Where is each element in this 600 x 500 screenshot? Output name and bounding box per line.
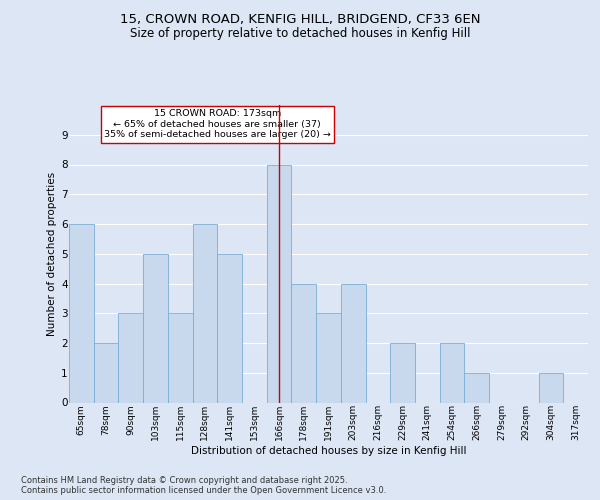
Bar: [292, 284, 316, 403]
Bar: [390, 343, 415, 402]
X-axis label: Distribution of detached houses by size in Kenfig Hill: Distribution of detached houses by size …: [191, 446, 466, 456]
Bar: [316, 313, 341, 402]
Bar: [193, 224, 217, 402]
Bar: [118, 313, 143, 402]
Text: Size of property relative to detached houses in Kenfig Hill: Size of property relative to detached ho…: [130, 28, 470, 40]
Bar: [341, 284, 365, 403]
Text: 15 CROWN ROAD: 173sqm
← 65% of detached houses are smaller (37)
35% of semi-deta: 15 CROWN ROAD: 173sqm ← 65% of detached …: [104, 110, 331, 140]
Bar: [267, 164, 292, 402]
Bar: [464, 373, 489, 402]
Bar: [143, 254, 168, 402]
Bar: [440, 343, 464, 402]
Bar: [69, 224, 94, 402]
Bar: [94, 343, 118, 402]
Bar: [539, 373, 563, 402]
Bar: [217, 254, 242, 402]
Bar: [168, 313, 193, 402]
Text: 15, CROWN ROAD, KENFIG HILL, BRIDGEND, CF33 6EN: 15, CROWN ROAD, KENFIG HILL, BRIDGEND, C…: [120, 12, 480, 26]
Y-axis label: Number of detached properties: Number of detached properties: [47, 172, 57, 336]
Text: Contains HM Land Registry data © Crown copyright and database right 2025.
Contai: Contains HM Land Registry data © Crown c…: [21, 476, 386, 495]
